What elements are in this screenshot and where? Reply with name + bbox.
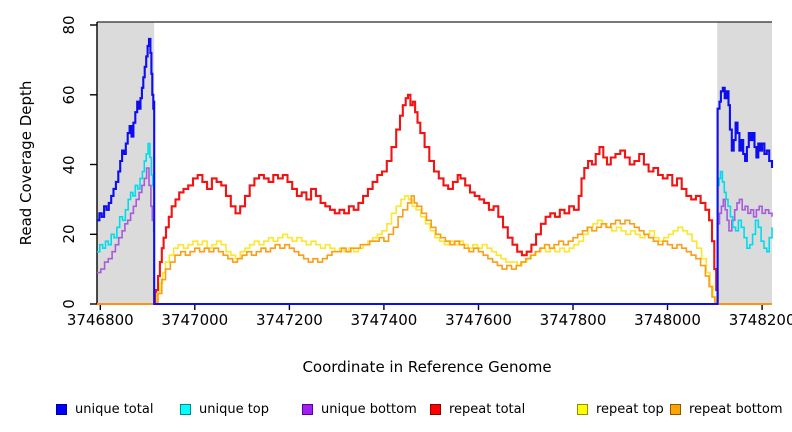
y-tick-label: 0 <box>60 299 78 309</box>
x-tick-label: 3747000 <box>161 311 229 329</box>
x-tick-label: 3747800 <box>539 311 607 329</box>
legend-item-unique-bottom: unique bottom <box>302 399 417 419</box>
legend-item-repeat-bottom: repeat bottom <box>670 399 783 419</box>
y-axis-title: Read Coverage Depth <box>17 80 35 246</box>
legend-label: repeat top <box>596 401 664 417</box>
legend-item-unique-top: unique top <box>180 399 269 419</box>
series-unique-total-line <box>97 37 774 306</box>
series-repeat-total-line <box>97 93 772 306</box>
x-tick-label: 3748200 <box>728 311 792 329</box>
x-tick-label: 3747600 <box>445 311 512 329</box>
unique-top-swatch-icon <box>180 403 191 415</box>
repeat-top-swatch-icon <box>577 403 588 415</box>
y-tick-label: 80 <box>60 15 78 35</box>
x-tick-label: 3747400 <box>350 311 418 329</box>
x-axis-title: Coordinate in Reference Genome <box>302 358 552 376</box>
x-tick-label: 3747200 <box>255 311 323 329</box>
y-tick-label: 40 <box>60 154 78 175</box>
repeat-bottom-swatch-icon <box>670 403 681 415</box>
x-tick-label: 3746800 <box>66 311 134 329</box>
legend-label: unique total <box>75 401 154 417</box>
legend-label: repeat total <box>449 401 526 417</box>
x-tick-label: 3748000 <box>634 311 701 329</box>
legend-label: unique top <box>199 401 270 417</box>
legend-item-repeat-top: repeat top <box>577 399 664 419</box>
legend-label: unique bottom <box>321 401 417 417</box>
series-repeat-top-line <box>97 195 772 305</box>
unique-total-swatch-icon <box>56 403 67 415</box>
shaded-region <box>717 22 772 304</box>
y-tick-label: 60 <box>60 85 78 105</box>
unique-bottom-swatch-icon <box>302 403 313 415</box>
legend: unique total unique top unique bottom repea… <box>0 399 792 421</box>
repeat-total-swatch-icon <box>430 403 441 415</box>
legend-item-unique-total: unique total <box>56 399 153 419</box>
series-repeat-bottom-line <box>97 195 772 305</box>
y-tick-label: 20 <box>60 224 78 244</box>
legend-item-repeat-total: repeat total <box>430 399 525 419</box>
legend-label: repeat bottom <box>689 401 783 417</box>
